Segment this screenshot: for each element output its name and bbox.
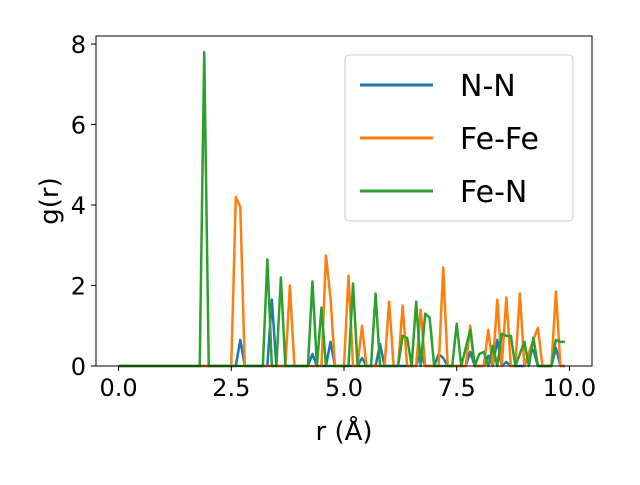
y-tick-label: 8 bbox=[71, 31, 86, 59]
y-axis-label: g(r) bbox=[35, 177, 65, 224]
ticks-layer: 0.0 2.5 5.0 7.5 10.0 0 2 4 6 8 bbox=[71, 31, 596, 402]
y-tick-label: 0 bbox=[71, 353, 86, 381]
y-tick-label: 2 bbox=[71, 273, 86, 301]
legend-label-n-n: N-N bbox=[460, 69, 516, 104]
y-tick-label: 4 bbox=[71, 192, 86, 220]
y-tick-label: 6 bbox=[71, 112, 86, 140]
x-tick-label: 5.0 bbox=[325, 374, 363, 402]
x-tick-label: 2.5 bbox=[212, 374, 250, 402]
legend-label-fe-fe: Fe-Fe bbox=[460, 122, 539, 157]
x-tick-label: 0.0 bbox=[99, 374, 137, 402]
x-tick-label: 7.5 bbox=[438, 374, 476, 402]
legend-label-fe-n: Fe-N bbox=[460, 175, 527, 210]
legend-box bbox=[344, 54, 574, 222]
x-tick-label: 10.0 bbox=[543, 374, 596, 402]
x-axis-label: r (Å) bbox=[315, 415, 372, 447]
legend: N-N Fe-Fe Fe-N bbox=[344, 54, 574, 222]
